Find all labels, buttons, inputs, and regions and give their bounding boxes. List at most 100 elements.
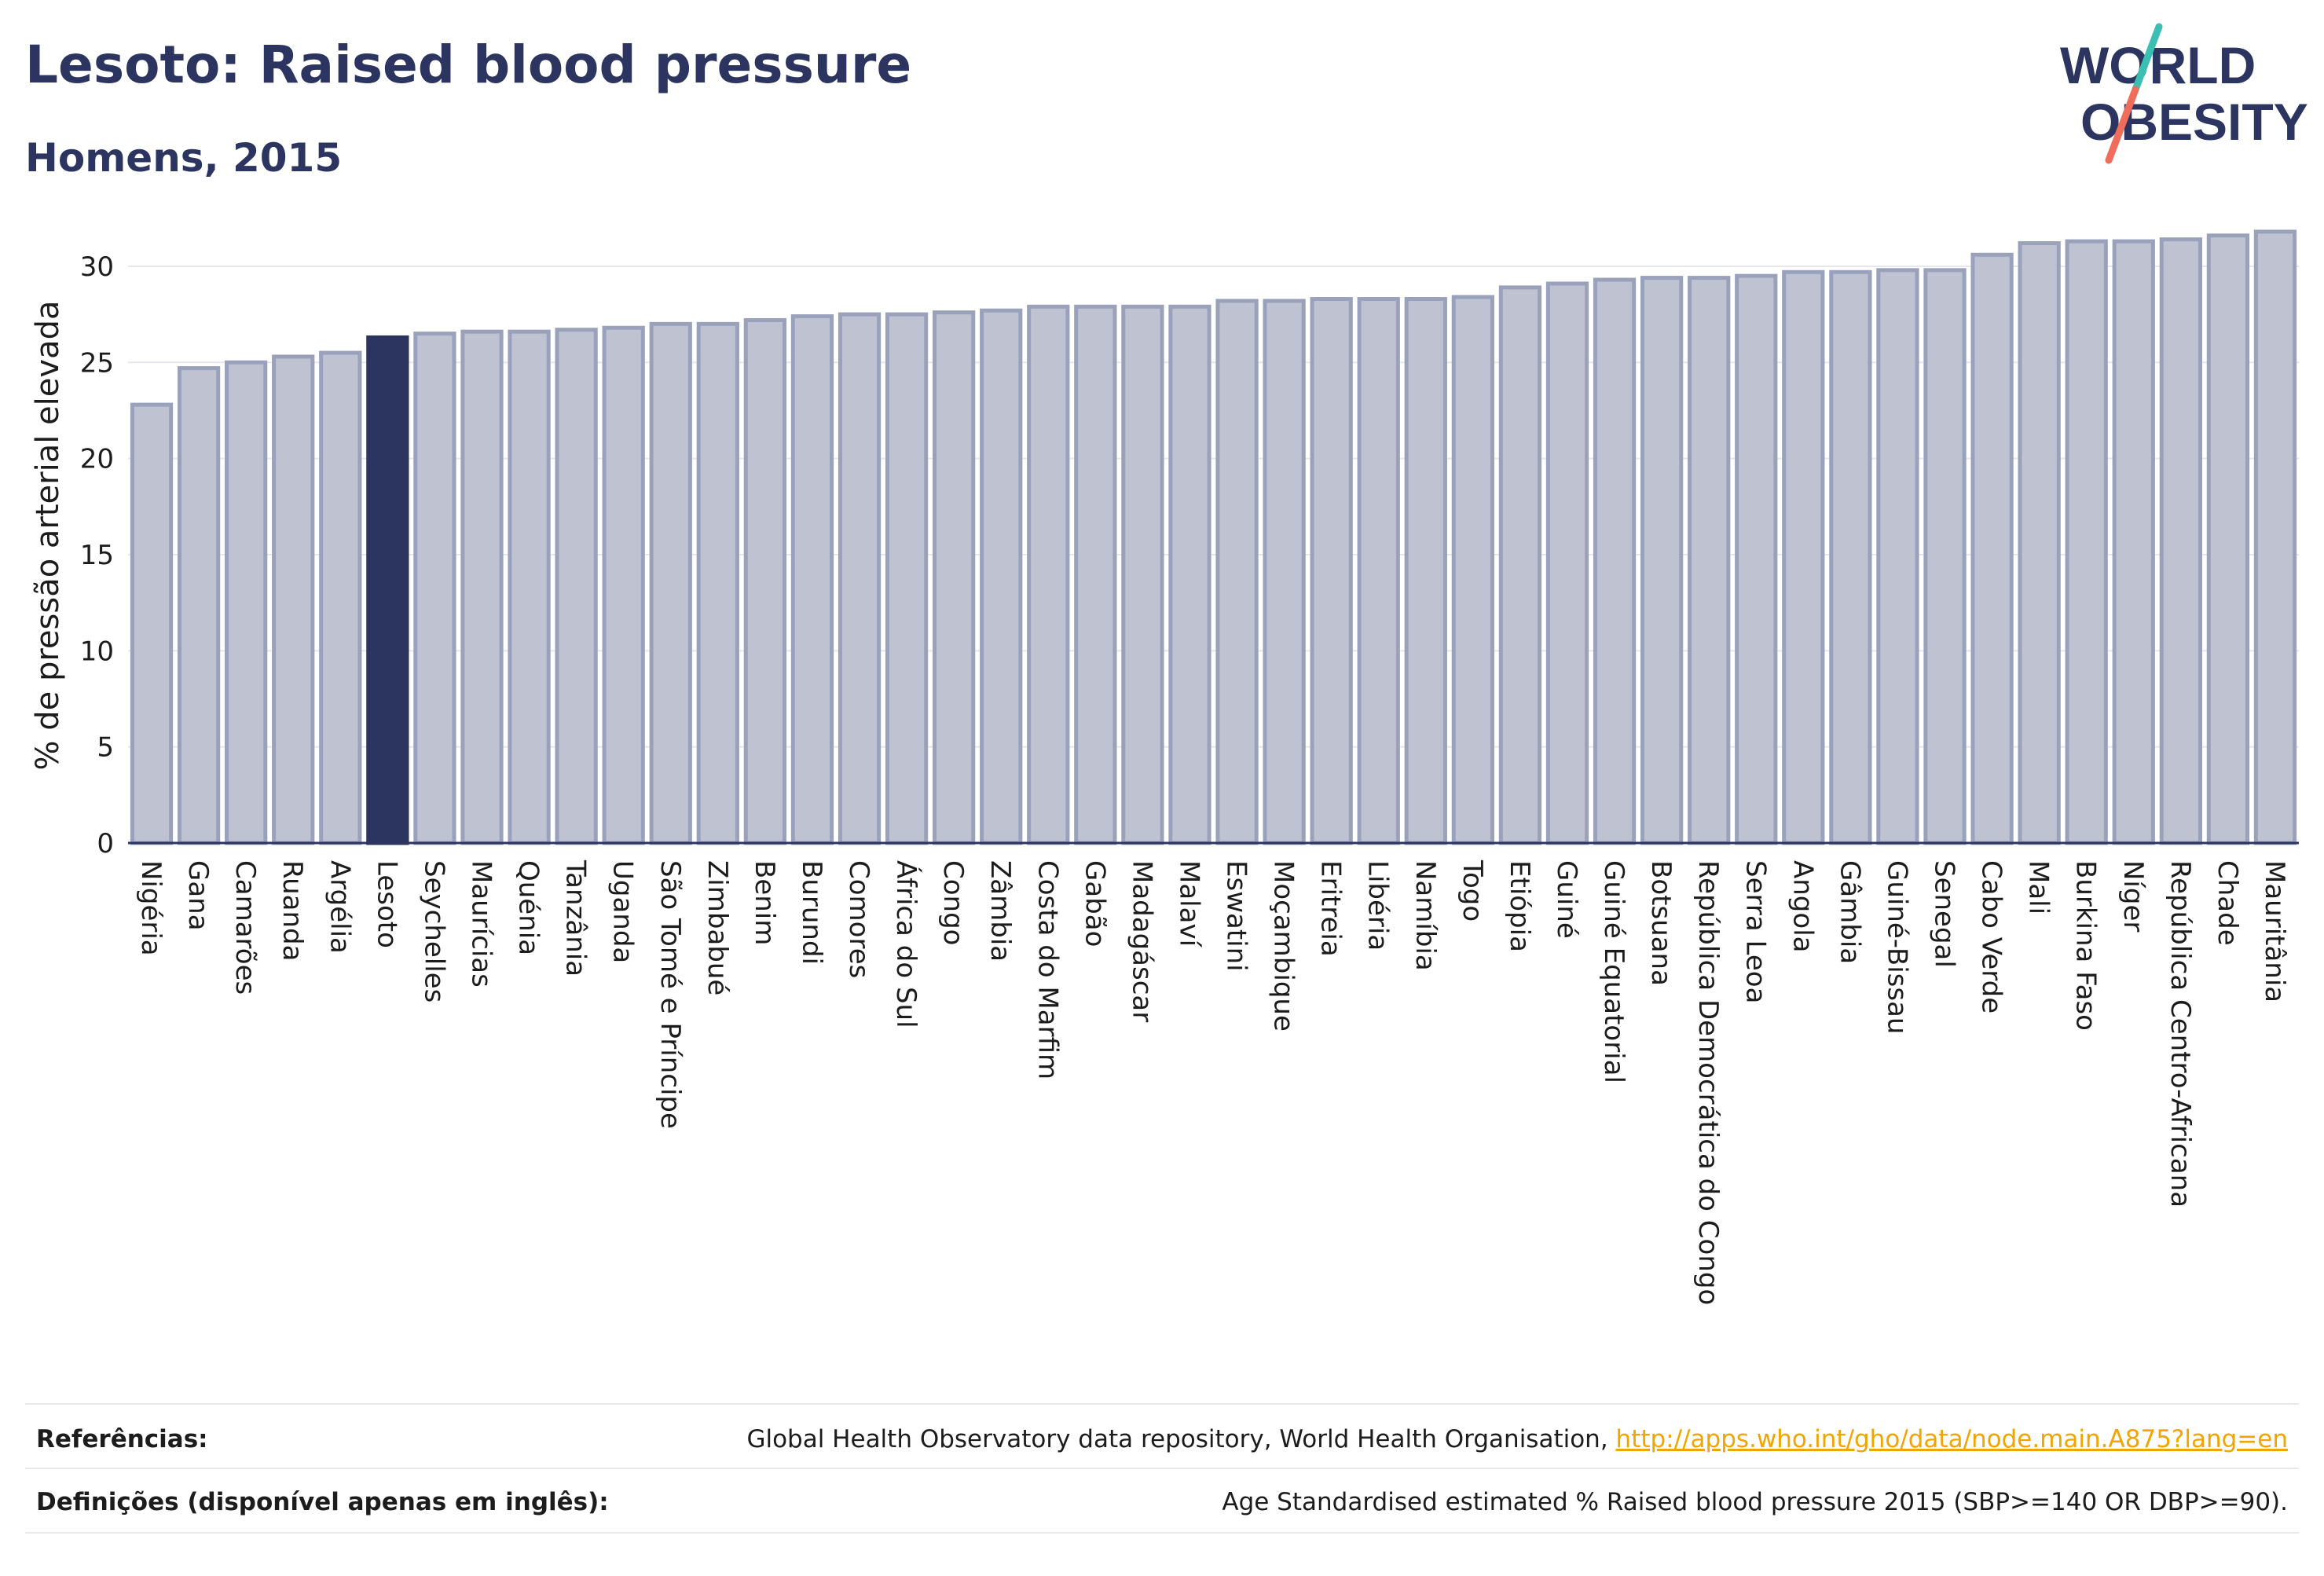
bar bbox=[1640, 276, 1684, 845]
x-tick-label: Nigéria bbox=[135, 860, 167, 956]
bar bbox=[1970, 252, 2014, 845]
x-tick-label: África do Sul bbox=[890, 860, 922, 1028]
references-label: Referências: bbox=[36, 1425, 208, 1453]
bar bbox=[696, 321, 739, 845]
bar bbox=[1404, 297, 1447, 845]
x-tick-label: Zâmbia bbox=[984, 860, 1016, 962]
bar bbox=[1168, 304, 1211, 845]
x-tick-label: Madagáscar bbox=[1126, 860, 1157, 1022]
x-tick-label: Zimbabué bbox=[702, 860, 733, 995]
x-tick-label: República Centro-Africana bbox=[2165, 860, 2196, 1208]
references-text: Global Health Observatory data repositor… bbox=[746, 1425, 1616, 1453]
bar bbox=[602, 325, 645, 845]
bar bbox=[1310, 297, 1353, 845]
x-tick-label: Cabo Verde bbox=[1976, 860, 2007, 1013]
y-tick-label: 15 bbox=[80, 540, 114, 571]
page-title: Lesoto: Raised blood pressure bbox=[25, 35, 912, 95]
bar bbox=[555, 328, 598, 845]
x-tick-label: Gabão bbox=[1079, 860, 1110, 947]
bar bbox=[366, 335, 409, 845]
bar bbox=[1027, 304, 1070, 845]
bar bbox=[272, 354, 315, 845]
y-axis-label: % de pressão arterial elevada bbox=[30, 301, 66, 771]
bar bbox=[2253, 229, 2297, 845]
definitions-label: Definições (disponível apenas em inglês)… bbox=[36, 1488, 609, 1516]
x-tick-label: Namíbia bbox=[1409, 860, 1441, 971]
x-tick-label: Seychelles bbox=[418, 860, 449, 1002]
bar bbox=[1498, 285, 1542, 845]
x-tick-label: Senegal bbox=[1929, 860, 1960, 968]
footer-divider-bottom bbox=[25, 1532, 2299, 1534]
x-tick-label: Eswatini bbox=[1221, 860, 1252, 972]
x-tick-label: Togo bbox=[1457, 859, 1488, 922]
x-tick-label: Camarões bbox=[229, 860, 261, 995]
bar-chart: 0 5 10 15 20 25 30 % de pressão arterial elevad… bbox=[30, 229, 2299, 1305]
bar bbox=[1593, 277, 1637, 845]
x-tick-label: Quénia bbox=[513, 860, 544, 955]
x-tick-label: Argélia bbox=[324, 860, 355, 954]
x-tick-label: Mauritânia bbox=[2259, 860, 2290, 1002]
bar bbox=[1545, 281, 1589, 845]
x-tick-label: Congo bbox=[937, 860, 969, 945]
bar bbox=[790, 314, 834, 845]
x-tick-label: Benim bbox=[749, 860, 780, 945]
bar bbox=[225, 360, 268, 845]
references-value: Global Health Observatory data repositor… bbox=[746, 1425, 2288, 1453]
x-tick-label: Lesoto bbox=[371, 860, 402, 948]
x-tick-label: Eritreia bbox=[1315, 860, 1347, 957]
x-tick-label: São Tomé e Príncipe bbox=[654, 860, 686, 1129]
y-tick-label: 10 bbox=[80, 636, 114, 667]
y-tick-label: 30 bbox=[80, 251, 114, 283]
x-tick-label: Guiné bbox=[1551, 860, 1582, 939]
x-tick-label: Angola bbox=[1787, 860, 1818, 952]
bar bbox=[1923, 268, 1967, 845]
x-tick-label: República Democrática do Congo bbox=[1692, 860, 1724, 1305]
x-tick-label: Gana bbox=[182, 860, 214, 931]
references-link[interactable]: http://apps.who.int/gho/data/node.main.A… bbox=[1615, 1425, 2288, 1453]
bar bbox=[1074, 304, 1117, 845]
page-subtitle: Homens, 2015 bbox=[25, 135, 343, 181]
logo-slash-teal bbox=[2132, 23, 2163, 93]
bar bbox=[1735, 273, 1778, 845]
logo-line1: WORLD bbox=[2060, 36, 2256, 94]
x-tick-label: Serra Leoa bbox=[1739, 860, 1771, 1003]
bar bbox=[1263, 299, 1306, 845]
bar bbox=[2206, 233, 2250, 845]
x-tick-label: Uganda bbox=[607, 860, 639, 963]
y-tick-label: 5 bbox=[97, 732, 114, 764]
bar bbox=[177, 366, 221, 845]
x-tick-label: Burkina Faso bbox=[2070, 860, 2102, 1031]
bar bbox=[1215, 299, 1259, 845]
x-tick-label: Níger bbox=[2117, 860, 2149, 932]
bar bbox=[1121, 304, 1164, 845]
x-tick-label: Guiné Equatorial bbox=[1598, 860, 1629, 1083]
x-tick-label: Chade bbox=[2212, 860, 2243, 946]
bar bbox=[2159, 237, 2202, 845]
bar bbox=[460, 329, 504, 845]
bar bbox=[1829, 269, 1872, 845]
bar bbox=[2018, 241, 2061, 845]
bar bbox=[1357, 297, 1400, 845]
x-tick-label: Guiné-Bissau bbox=[1881, 860, 1912, 1034]
footer-divider-top bbox=[25, 1403, 2299, 1405]
x-tick-label: Ruanda bbox=[277, 860, 308, 961]
x-tick-label: Maurícias bbox=[465, 860, 497, 988]
bar bbox=[319, 350, 362, 845]
x-tick-label: Burundi bbox=[796, 860, 827, 965]
bar bbox=[2112, 239, 2155, 845]
bar bbox=[508, 329, 551, 845]
bar bbox=[1876, 268, 1919, 845]
x-tick-label: Tanzânia bbox=[560, 859, 592, 977]
x-tick-label: Costa do Marfim bbox=[1032, 860, 1063, 1079]
bar bbox=[2065, 239, 2108, 845]
bar bbox=[1688, 276, 1731, 845]
footer-divider-middle bbox=[25, 1468, 2299, 1469]
bar bbox=[980, 308, 1023, 845]
x-tick-label: Botsuana bbox=[1645, 860, 1677, 986]
x-tick-label: Libéria bbox=[1362, 860, 1394, 951]
y-tick-label: 25 bbox=[80, 347, 114, 379]
x-tick-label: Malaví bbox=[1173, 860, 1204, 948]
bar bbox=[649, 321, 692, 845]
world-obesity-logo: WORLD OBESITY bbox=[2060, 23, 2308, 164]
x-tick-label: Moçambique bbox=[1268, 860, 1299, 1032]
